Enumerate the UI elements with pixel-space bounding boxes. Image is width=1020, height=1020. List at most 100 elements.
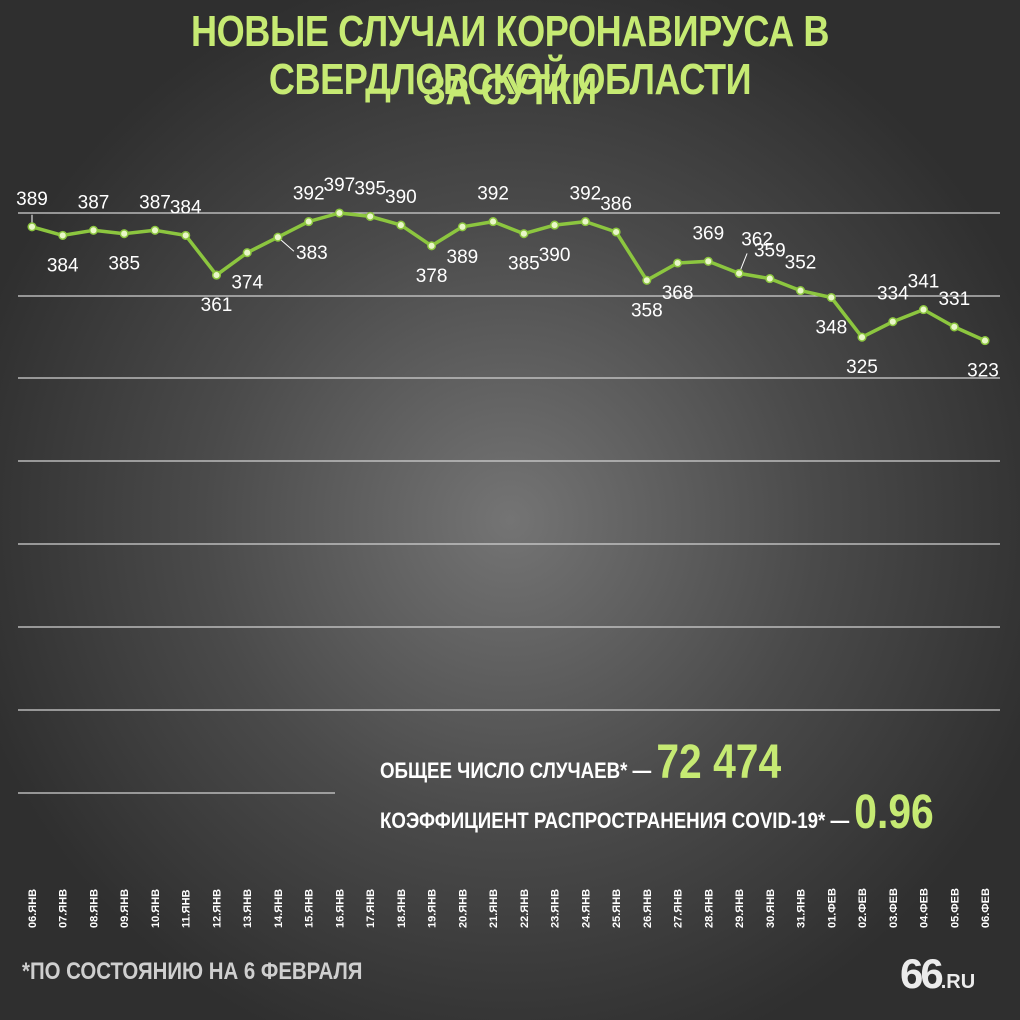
series-line	[31, 211, 986, 343]
x-tick-label: 06.ЯНВ	[27, 889, 39, 928]
data-label: 397	[324, 175, 356, 196]
x-tick-label: 13.ЯНВ	[242, 889, 254, 928]
data-label: 389	[16, 189, 48, 210]
data-label: 369	[692, 223, 724, 244]
data-label: 386	[600, 194, 632, 215]
x-tick-label: 02.ФЕВ	[857, 888, 869, 928]
site-logo: 66.RU	[900, 950, 975, 998]
x-tick-label: 28.ЯНВ	[703, 889, 715, 928]
data-label: 358	[631, 300, 663, 321]
x-tick-label: 18.ЯНВ	[396, 889, 408, 928]
data-point	[427, 241, 437, 251]
data-point	[396, 220, 406, 230]
data-point	[457, 222, 467, 232]
data-label: 390	[539, 245, 571, 266]
data-label: 361	[201, 295, 233, 316]
data-point	[550, 220, 560, 230]
data-points	[27, 208, 990, 346]
data-point	[857, 332, 867, 342]
data-label: 387	[139, 192, 171, 213]
data-point	[980, 336, 990, 346]
gridlines	[18, 212, 1000, 794]
total-cases-label: ОБЩЕЕ ЧИСЛО СЛУЧАЕВ* —	[380, 758, 652, 783]
data-label: 341	[908, 272, 940, 293]
data-point	[273, 232, 283, 242]
data-point	[765, 274, 775, 284]
x-tick-label: 22.ЯНВ	[519, 889, 531, 928]
total-cases-value: 72 474	[656, 736, 782, 789]
x-tick-label: 21.ЯНВ	[488, 889, 500, 928]
data-point	[27, 222, 37, 232]
x-tick-label: 17.ЯНВ	[365, 889, 377, 928]
x-tick-label: 07.ЯНВ	[58, 889, 70, 928]
x-tick-label: 12.ЯНВ	[212, 889, 224, 928]
data-point	[611, 227, 621, 237]
data-point	[181, 230, 191, 240]
data-point	[150, 225, 160, 235]
data-point	[918, 305, 929, 315]
data-point	[211, 270, 222, 280]
data-label: 352	[785, 253, 817, 274]
data-label: 325	[846, 357, 878, 378]
data-point	[242, 248, 252, 258]
data-point	[365, 211, 375, 221]
data-point	[119, 229, 129, 239]
data-point	[580, 217, 590, 227]
data-label: 392	[570, 184, 602, 205]
logo-suffix: .RU	[940, 971, 976, 993]
data-label: 359	[754, 241, 786, 262]
x-tick-label: 11.ЯНВ	[181, 889, 193, 928]
x-tick-label: 23.ЯНВ	[550, 889, 562, 928]
x-tick-label: 20.ЯНВ	[457, 889, 469, 928]
data-label: 392	[477, 184, 509, 205]
x-tick-label: 19.ЯНВ	[427, 889, 439, 928]
data-point	[795, 286, 806, 296]
x-tick-label: 31.ЯНВ	[796, 889, 808, 928]
x-axis-tick-labels: 06.ЯНВ 07.ЯНВ 08.ЯНВ 09.ЯНВ 10.ЯНВ 11.ЯНВ 12.Я…	[27, 888, 992, 928]
x-tick-label: 09.ЯНВ	[119, 889, 131, 928]
data-label: 374	[231, 273, 263, 294]
data-label: 383	[296, 243, 328, 264]
x-tick-label: 04.ФЕВ	[919, 888, 931, 928]
data-label: 389	[447, 247, 479, 268]
x-tick-label: 29.ЯНВ	[734, 889, 746, 928]
data-point	[888, 317, 898, 327]
data-point	[826, 292, 836, 303]
data-point	[703, 256, 713, 266]
x-tick-label: 05.ФЕВ	[949, 888, 961, 928]
x-tick-label: 10.ЯНВ	[150, 889, 162, 928]
total-cases-stat: ОБЩЕЕ ЧИСЛО СЛУЧАЕВ* —72 474	[380, 735, 781, 790]
data-label: 390	[385, 187, 417, 208]
spread-coefficient-label: КОЭФФИЦИЕНТ РАСПРОСТРАНЕНИЯ COVID-19* —	[380, 808, 850, 833]
data-point	[488, 217, 498, 227]
data-point	[642, 275, 652, 285]
data-label: 368	[662, 283, 694, 304]
data-point	[88, 225, 99, 235]
x-tick-label: 14.ЯНВ	[273, 889, 285, 928]
x-tick-label: 03.ФЕВ	[888, 888, 900, 928]
data-point	[519, 229, 529, 239]
x-tick-label: 27.ЯНВ	[673, 889, 685, 928]
spread-coefficient-value: 0.96	[854, 786, 934, 839]
x-tick-label: 26.ЯНВ	[642, 889, 654, 928]
data-label: 395	[354, 178, 386, 199]
x-tick-label: 08.ЯНВ	[89, 889, 101, 928]
x-tick-label: 24.ЯНВ	[580, 889, 592, 928]
footnote: *ПО СОСТОЯНИЮ НА 6 ФЕВРАЛЯ	[22, 958, 363, 985]
data-label: 384	[47, 255, 79, 276]
x-tick-label: 15.ЯНВ	[304, 889, 316, 928]
x-tick-label: 01.ФЕВ	[826, 888, 838, 928]
data-point	[734, 268, 744, 278]
chart-title-line-2: ЗА СУТКИ	[423, 65, 597, 114]
x-tick-label: 06.ФЕВ	[980, 888, 992, 928]
logo-number: 66	[900, 950, 944, 997]
data-label: 385	[108, 254, 140, 275]
data-label: 385	[508, 254, 540, 275]
chart-title-line-1: НОВЫЕ СЛУЧАИ КОРОНАВИРУСА В СВЕРДЛОВСКОЙ…	[191, 7, 829, 104]
data-label: 387	[78, 192, 110, 213]
data-label: 378	[416, 266, 448, 287]
data-label: 331	[938, 289, 970, 310]
